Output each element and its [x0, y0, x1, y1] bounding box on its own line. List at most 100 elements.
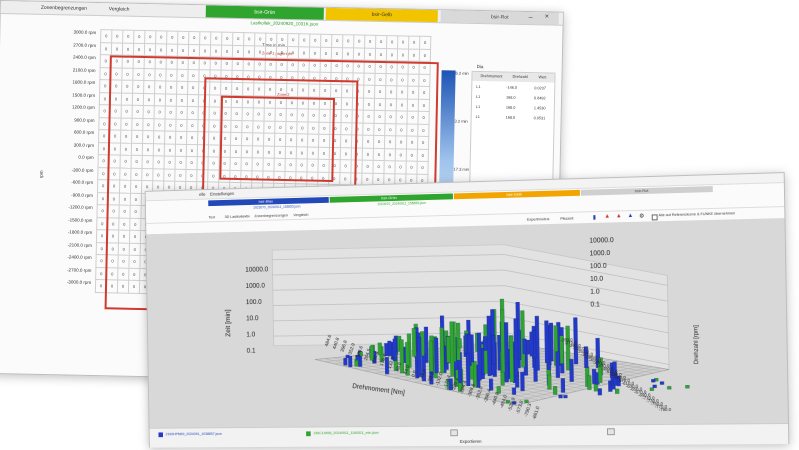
subtab-zonen[interactable]: Zonenbegrenzungen [254, 213, 288, 219]
grid-cell: 0 [354, 35, 365, 48]
grid-cell: 0 [265, 46, 276, 59]
left-small-button[interactable] [450, 429, 458, 436]
row-label: -2700.0 rpm [61, 267, 91, 273]
data-bar [417, 337, 421, 377]
side-table-row[interactable]: L1 168.0 1.4530 [472, 104, 554, 115]
side-table-cell: 168.0 [506, 116, 516, 120]
row-label: 300.0 rpm [64, 142, 94, 148]
grid-cell: 0 [244, 33, 255, 46]
grid-cell: 0 [188, 44, 199, 57]
z-tick-label: 10.0 [246, 315, 259, 322]
zone-outline-inner [219, 96, 335, 182]
grid-cell: 0 [266, 33, 277, 46]
grid-cell: 0 [144, 43, 155, 56]
subtab-text[interactable]: Text [208, 214, 215, 219]
data-bar [512, 388, 516, 395]
row-label: 600.0 rpm [64, 129, 94, 135]
row-label: -1800.0 rpm [62, 229, 92, 235]
right-small-button[interactable] [607, 428, 615, 435]
reference-checkbox[interactable] [652, 214, 658, 220]
x-axis-title: Drehmoment [Nm] [352, 383, 405, 397]
chart-icon[interactable]: ▮ [593, 214, 596, 221]
grid-cell: 0 [310, 34, 321, 47]
tab-blau-label: bsir-Blau [259, 199, 273, 204]
row-label: -1500.0 rpm [62, 217, 92, 223]
bar-red-icon-2[interactable]: ▲ [616, 213, 622, 219]
menu-item-elle[interactable]: elle [199, 192, 205, 197]
grid-cell: 0 [364, 48, 375, 61]
z-tick-label-right: 1000.0 [590, 250, 611, 258]
side-table-cell: L1 [476, 115, 480, 119]
side-table-cell: 0.8492 [534, 96, 546, 100]
side-table-header-1: Drehzahl [512, 75, 527, 79]
grid-cell: 0 [177, 44, 188, 57]
data-bar [561, 378, 565, 392]
data-bar [483, 337, 487, 351]
export-button[interactable]: Exportieren [460, 439, 482, 444]
grid-cell: 0 [331, 47, 342, 60]
data-bar [660, 382, 664, 385]
green-series-marker [306, 431, 311, 436]
tab-gelb-label: bsir-Gelb [372, 12, 392, 18]
colorbar-top-label: 6.2 min [456, 71, 469, 76]
tab-gelb[interactable]: bsir-Gelb [326, 8, 438, 22]
side-table-row[interactable]: L1 168.0 0.0531 [472, 114, 554, 125]
right-file-label: 236C19458_20240911_1160511_min.json [313, 431, 378, 435]
close-icon[interactable]: × [545, 13, 549, 20]
data-bar [429, 341, 433, 372]
grid-cell: 0 [123, 30, 134, 43]
settings-icon[interactable]: ⚙ [639, 213, 644, 220]
z-tick-label: 100.0 [246, 299, 262, 306]
grid-cell: 0 [111, 42, 122, 55]
row-label: -3000.0 rpm [61, 279, 91, 285]
data-bar [556, 352, 560, 378]
subtab-vergleich[interactable]: Vergleich [293, 212, 308, 217]
menu-item-vergleich[interactable]: Vergleich [109, 6, 130, 12]
grid-cell: 0 [101, 30, 112, 43]
grid-cell: 0 [232, 45, 243, 58]
z-tick-label-right: 1.0 [590, 288, 600, 295]
side-table-cell: L1 [476, 85, 480, 89]
data-bar [446, 337, 450, 363]
tab-rot-label: bsir-Rot [491, 14, 509, 20]
z-tick-label-right: 10000.0 [589, 237, 614, 245]
tab-rot[interactable]: bsir-Rot [441, 10, 559, 24]
grid-cell: 0 [365, 35, 376, 48]
3d-bar-chart[interactable]: 10000.0 1000.0 100.0 10.0 1.0 0.1 10000.0 1000.… [146, 218, 788, 428]
grid-cell: 0 [287, 46, 298, 59]
side-table-row[interactable]: L1 -146.0 0.0237 [472, 84, 554, 95]
pikszeit-label[interactable]: Pikszeit [560, 216, 573, 221]
grid-cell: 0 [277, 33, 288, 46]
expert-mode-label[interactable]: Expertmodus [527, 216, 550, 221]
grid-cell: 0 [332, 34, 343, 47]
side-table-cell: 0.0531 [534, 116, 546, 120]
grid-cell: 0 [288, 34, 299, 47]
menu-item-zonen[interactable]: Zonenbegrenzungen [41, 5, 87, 12]
row-label: 2100.0 rpm [66, 67, 96, 73]
grid-cell: 0 [255, 33, 266, 46]
bar-blue-icon[interactable]: ▲ [627, 213, 633, 219]
colorbar-bottom-label: 17.3 min [454, 167, 469, 172]
bar-red-icon[interactable]: ▲ [604, 214, 610, 220]
grid-cell: 0 [419, 49, 430, 62]
row-label: 900.0 rpm [64, 117, 94, 123]
tab-gruen[interactable]: bsir-Grün [206, 5, 324, 19]
data-bar [384, 343, 388, 356]
grid-cell: 0 [321, 34, 332, 47]
tab-rot-front-label: bsir-Rot [635, 188, 649, 193]
tab-gruen-front-label: bsir-Grün [381, 195, 397, 200]
z-tick-label-right: 10.0 [590, 276, 603, 283]
subtab-3d[interactable]: 3D Lastkollektiv [225, 214, 250, 219]
z-tick-label: 1000.0 [246, 283, 266, 290]
side-table-row[interactable]: L1 168.0 0.8492 [472, 94, 554, 105]
y-axis-title: Drehzahl [rpm] [693, 325, 700, 364]
grid-cell: 0 [156, 31, 167, 44]
data-bar [553, 386, 557, 394]
menu-item-einstellungen[interactable]: Einstellungen [210, 191, 234, 196]
data-bar [564, 395, 568, 398]
data-bar [559, 395, 563, 398]
minimize-icon[interactable]: – [529, 14, 533, 21]
tab-blau-file: 2023070_20240911_155855.json [253, 205, 300, 210]
front-app-window: elle Einstellungen bsir-Blau 2023070_202… [145, 172, 790, 448]
data-bar [412, 328, 416, 356]
